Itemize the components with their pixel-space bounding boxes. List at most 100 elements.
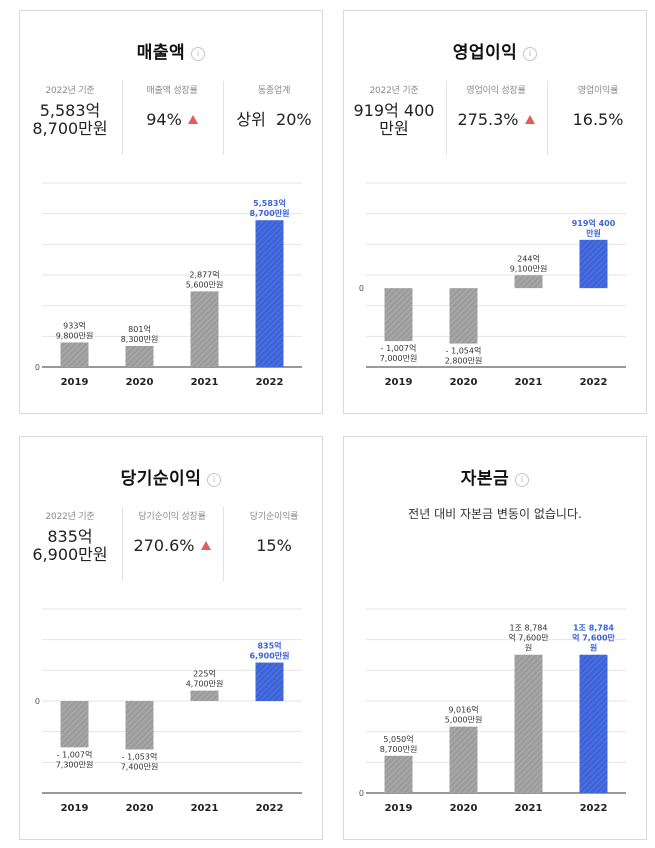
info-icon[interactable]: i (523, 47, 538, 61)
net-income-bar-chart: 0 - 1,007억 7,300만원 2019 - 1,053억 7,400만원 2020 2… (35, 608, 302, 814)
card-title: 자본금 i (344, 464, 646, 489)
stat-value: 919억 400 만원 (353, 101, 435, 138)
stat-base-year: 2022년 기준 835억 6,900만원 (20, 509, 120, 564)
x-tick-label: 2022 (580, 377, 608, 388)
stat-base-year: 2022년 기준 5,583억 8,700만원 (20, 83, 120, 138)
bar-2020 (449, 288, 478, 344)
bar-2019 (384, 755, 413, 793)
value-label: 5,583억 8,700만원 (249, 198, 289, 218)
bar-2022 (579, 239, 608, 289)
bar-2020 (125, 345, 154, 367)
divider (223, 507, 224, 581)
x-tick-label: 2020 (126, 803, 154, 814)
bar-2021 (514, 275, 543, 289)
bar-2020 (449, 726, 478, 793)
x-tick-label: 2019 (61, 377, 89, 388)
zero-tick-label: 0 (35, 363, 40, 372)
x-tick-label: 2021 (191, 803, 219, 814)
operating-profit-card: 영업이익 i 2022년 기준 919억 400 만원 영업이익 성장률 275.… (343, 10, 647, 414)
zero-tick-label: 0 (359, 284, 364, 293)
x-tick-label: 2020 (126, 377, 154, 388)
info-icon[interactable]: i (515, 473, 530, 487)
x-tick-label: 2021 (515, 803, 543, 814)
net-income-card: 당기순이익 i 2022년 기준 835억 6,900만원 당기순이익 성장률 2… (19, 436, 323, 840)
bar-2019 (60, 701, 89, 748)
x-tick-label: 2019 (385, 377, 413, 388)
bar-2019 (384, 288, 413, 342)
card-title: 영업이익 i (344, 38, 646, 63)
stat-label: 당기순이익 성장률 (138, 512, 206, 522)
bar-2019 (60, 342, 89, 367)
bar-2022 (579, 654, 608, 793)
x-tick-label: 2021 (191, 377, 219, 388)
stat-growth-rate: 매출액 성장률 94% (122, 83, 222, 129)
value-label: 2,877억 5,600만원 (186, 269, 224, 289)
card-title: 매출액 i (20, 38, 322, 63)
trend-up-icon (187, 115, 198, 124)
stat-value: 94% (122, 111, 222, 129)
bar-2022 (255, 220, 284, 367)
value-label: 835억 6,900만원 (249, 641, 289, 661)
bar-2021 (190, 690, 219, 701)
divider (446, 81, 447, 155)
zero-tick-label: 0 (359, 789, 364, 798)
stat-label: 영업이익 성장률 (466, 86, 526, 96)
stat-value: 상위 20% (236, 110, 312, 129)
value-label: 1조 8,784 억 7,600만 원 (572, 624, 615, 653)
value-label: 933억 9,800만원 (56, 320, 94, 340)
info-icon[interactable]: i (191, 47, 206, 61)
revenue-card: 매출액 i 2022년 기준 5,583억 8,700만원 매출액 성장률 94%… (19, 10, 323, 414)
card-title: 당기순이익 i (20, 464, 322, 489)
x-tick-label: 2019 (385, 803, 413, 814)
x-tick-label: 2022 (256, 377, 284, 388)
stat-label: 2022년 기준 (45, 512, 95, 522)
x-tick-label: 2022 (256, 803, 284, 814)
divider (122, 81, 123, 155)
value-label: 801억 8,300만원 (121, 324, 159, 344)
divider (547, 81, 548, 155)
stat-label: 매출액 성장률 (146, 86, 198, 96)
stat-label: 영업이익률 (577, 86, 619, 96)
value-label: 244억 9,100만원 (510, 253, 548, 273)
zero-tick-label: 0 (35, 697, 40, 706)
value-label: - 1,007억 7,300만원 (56, 749, 94, 769)
bar-2020 (125, 701, 154, 750)
value-label: 1조 8,784 억 7,600만 원 (508, 624, 549, 653)
capital-bar-chart: 0 5,050억 8,700만원 2019 9,016억 5,000만원 2020 1조 8,… (359, 608, 626, 814)
stat-label: 당기순이익률 (249, 512, 299, 522)
x-tick-label: 2020 (450, 377, 478, 388)
bar-2022 (255, 662, 284, 701)
stat-industry-rank: 동종업계 상위 20% (224, 83, 324, 129)
value-label: - 1,054억 2,800만원 (445, 346, 483, 366)
stat-margin: 영업이익률 16.5% (548, 83, 648, 129)
stat-growth-rate: 영업이익 성장률 275.3% (446, 83, 546, 129)
operating-profit-bar-chart: 0 - 1,007억 7,000만원 2019 - 1,054억 2,800만원 2020 2… (359, 182, 626, 388)
capital-unchanged-message: 전년 대비 자본금 변동이 없습니다. (408, 507, 582, 521)
stat-value: 835억 6,900만원 (32, 527, 108, 564)
stat-value: 275.3% (446, 111, 546, 129)
stat-value: 16.5% (572, 110, 624, 129)
stat-label: 2022년 기준 (45, 86, 95, 96)
value-label: 919억 400 만원 (572, 218, 616, 238)
value-label: 9,016억 5,000만원 (445, 705, 483, 725)
capital-card: 자본금 i 전년 대비 자본금 변동이 없습니다. 0 5,050억 8,700만원 2… (343, 436, 647, 840)
divider (223, 81, 224, 155)
info-icon[interactable]: i (207, 473, 222, 487)
value-label: 225억 4,700만원 (186, 669, 224, 689)
stat-label: 동종업계 (257, 86, 291, 96)
trend-up-icon (524, 115, 535, 124)
stat-base-year: 2022년 기준 919억 400 만원 (344, 83, 444, 138)
bar-2021 (190, 291, 219, 367)
value-label: - 1,053억 7,400만원 (121, 751, 159, 771)
stat-value: 270.6% (122, 537, 222, 555)
x-tick-label: 2021 (515, 377, 543, 388)
stat-growth-rate: 당기순이익 성장률 270.6% (122, 509, 222, 555)
value-label: 5,050억 8,700만원 (380, 734, 418, 754)
stat-value: 5,583억 8,700만원 (32, 101, 108, 138)
bar-2021 (514, 654, 543, 793)
x-tick-label: 2022 (580, 803, 608, 814)
divider (122, 507, 123, 581)
x-tick-label: 2020 (450, 803, 478, 814)
value-label: - 1,007억 7,000만원 (380, 343, 418, 363)
stat-value: 15% (256, 536, 292, 555)
